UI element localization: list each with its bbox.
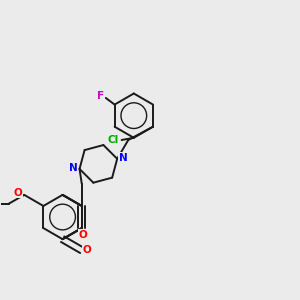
Text: O: O [14,188,22,197]
Text: N: N [69,163,77,173]
Text: F: F [97,91,104,100]
Text: O: O [79,230,88,239]
Text: N: N [119,153,128,163]
Text: Cl: Cl [108,135,119,145]
Text: O: O [82,245,91,255]
